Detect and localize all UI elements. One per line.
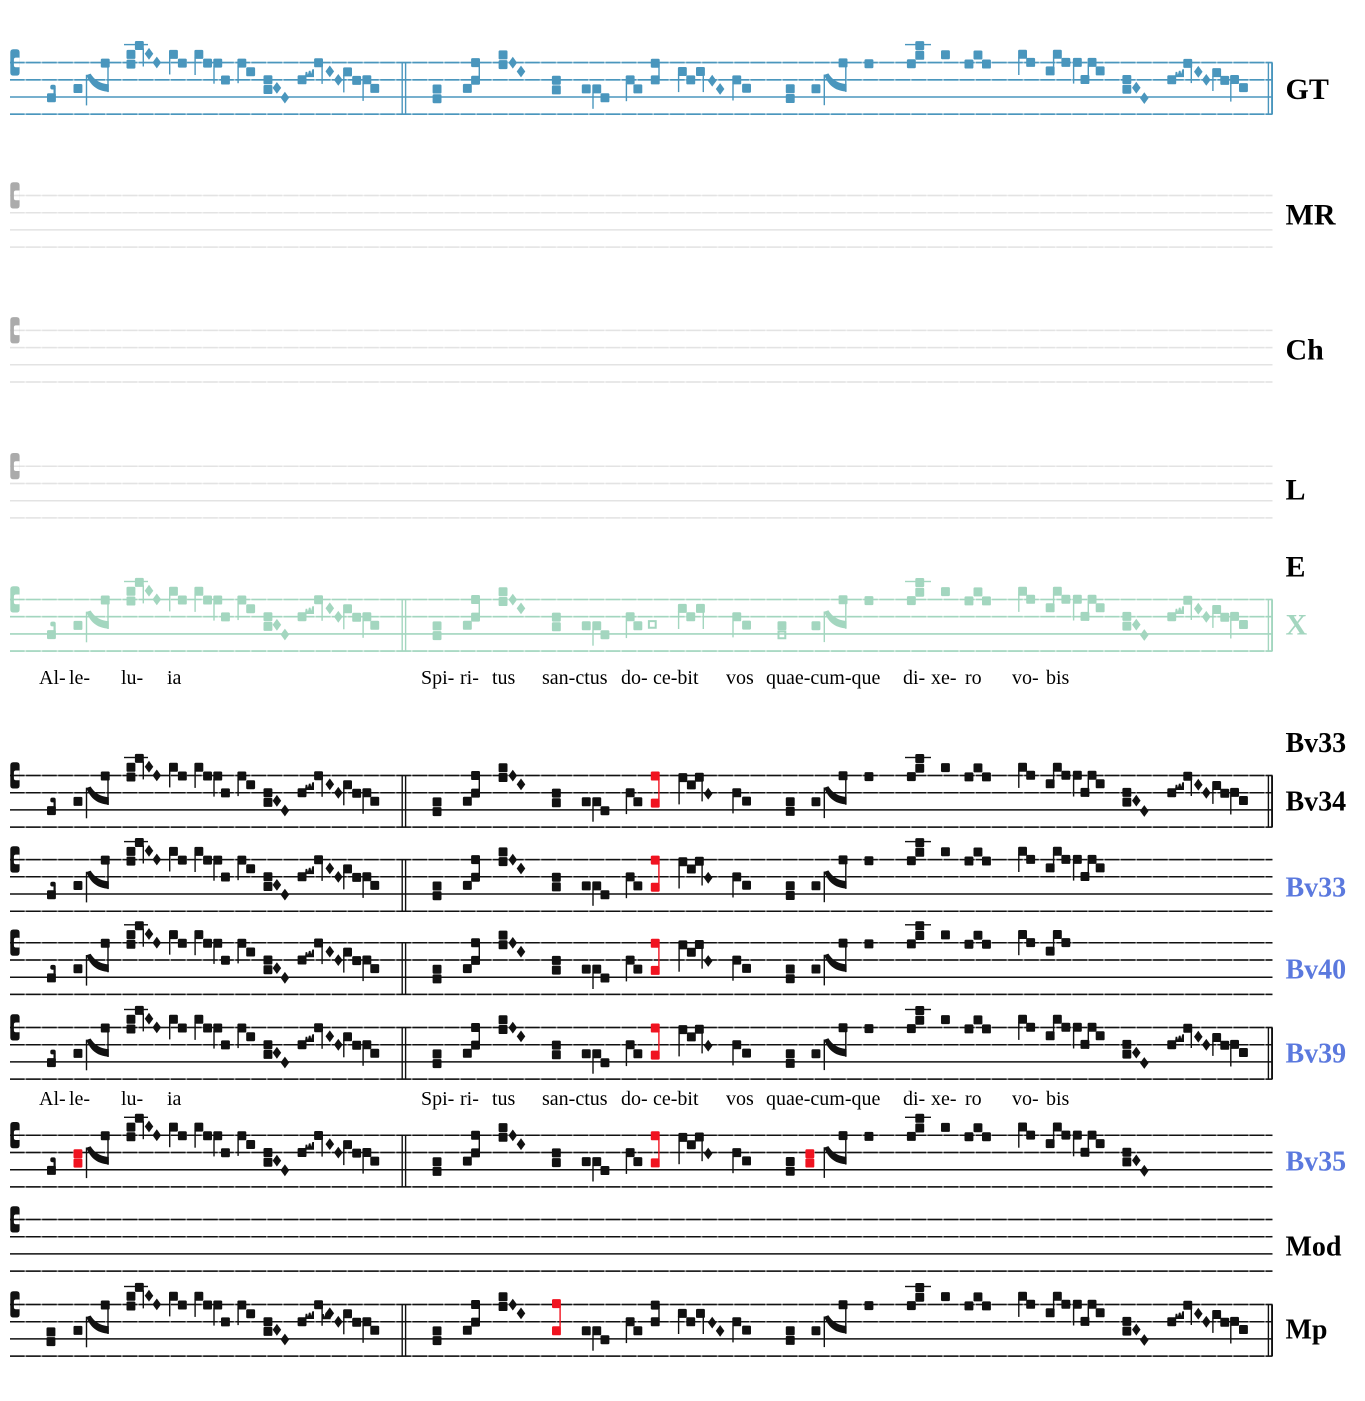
svg-text:E: E [1286,550,1306,583]
svg-text:Bv34: Bv34 [1286,786,1347,817]
svg-text:ro: ro [965,667,982,689]
svg-text:vo-: vo- [1012,667,1039,689]
svg-text:GT: GT [1286,73,1329,106]
svg-text:Mod: Mod [1286,1231,1342,1262]
svg-text:le-: le- [69,1088,90,1110]
svg-text:Ch: Ch [1286,334,1325,367]
svg-text:Mp: Mp [1286,1314,1328,1345]
svg-text:Bv33: Bv33 [1286,872,1347,903]
svg-text:Al-: Al- [39,667,66,689]
svg-text:do-: do- [621,667,648,689]
svg-text:Bv39: Bv39 [1286,1038,1347,1069]
svg-text:san-ctus: san-ctus [542,1088,608,1110]
svg-text:lu-: lu- [121,667,143,689]
svg-text:xe-: xe- [931,667,957,689]
svg-text:Bv33: Bv33 [1286,728,1347,759]
svg-text:vo-: vo- [1012,1088,1039,1110]
svg-text:vos: vos [726,1088,754,1110]
svg-text:le-: le- [69,667,90,689]
svg-text:do-: do- [621,1088,648,1110]
svg-text:Bv40: Bv40 [1286,954,1347,985]
svg-text:L: L [1286,473,1306,506]
svg-text:di-: di- [903,1088,925,1110]
svg-text:lu-: lu- [121,1088,143,1110]
svg-text:san-ctus: san-ctus [542,667,608,689]
svg-text:MR: MR [1286,199,1336,232]
svg-text:xe-: xe- [931,1088,957,1110]
svg-text:quae-cum-que: quae-cum-que [766,1088,881,1110]
svg-text:quae-cum-que: quae-cum-que [766,667,881,689]
svg-text:ce-bit: ce-bit [653,667,699,689]
svg-text:Al-: Al- [39,1088,66,1110]
svg-text:X: X [1286,608,1308,641]
svg-text:vos: vos [726,667,754,689]
svg-text:tus: tus [492,1088,516,1110]
svg-text:ro: ro [965,1088,982,1110]
svg-text:ri-: ri- [460,667,479,689]
svg-text:tus: tus [492,667,516,689]
svg-text:di-: di- [903,667,925,689]
svg-text:Spi-: Spi- [421,1088,454,1110]
svg-text:ia: ia [167,1088,182,1110]
svg-text:Spi-: Spi- [421,667,454,689]
svg-text:bis: bis [1046,1088,1070,1110]
svg-text:bis: bis [1046,667,1070,689]
svg-text:ia: ia [167,667,182,689]
svg-text:ce-bit: ce-bit [653,1088,699,1110]
svg-text:ri-: ri- [460,1088,479,1110]
svg-text:Bv35: Bv35 [1286,1146,1347,1177]
